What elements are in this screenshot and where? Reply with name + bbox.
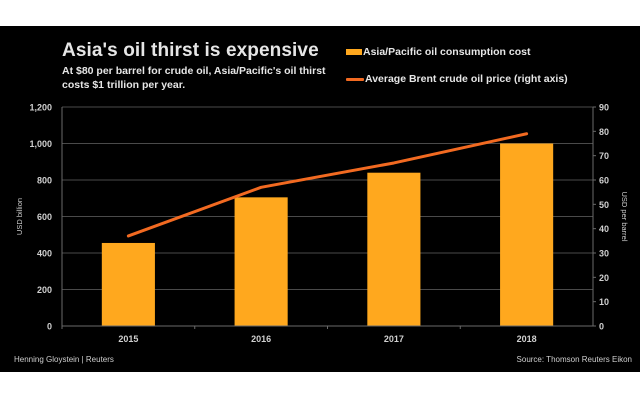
y2-tick-label: 20 (599, 273, 609, 283)
legend-item-consumption-cost: Asia/Pacific oil consumption cost (346, 46, 530, 58)
bar (101, 242, 155, 326)
y2-axis-title: USD per barrel (620, 191, 629, 241)
y2-tick-label: 90 (599, 103, 609, 113)
line-series (126, 132, 529, 238)
y-tick-label: 400 (37, 249, 52, 259)
bar (367, 172, 421, 326)
y-tick-label: 800 (37, 176, 52, 186)
legend-bar-swatch-icon (346, 49, 362, 55)
y-tick-label: 0 (47, 322, 52, 332)
bar-series (101, 143, 554, 326)
x-tick-label: 2017 (384, 334, 404, 344)
brent-price-line (126, 132, 529, 238)
legend-label: Average Brent crude oil price (right axi… (365, 73, 568, 85)
y2-tick-label: 30 (599, 249, 609, 259)
y2-tick-label: 80 (599, 127, 609, 137)
axis-labels: 0 200 400 600 800 1,000 1,200 0 10 20 30 40 50 60 70 80… (15, 103, 629, 345)
chart-title: Asia's oil thirst is expensive (62, 40, 319, 61)
bar (234, 197, 288, 326)
y-tick-label: 1,200 (29, 103, 52, 113)
credit-text: Henning Gloystein | Reuters (14, 355, 114, 364)
legend-line-swatch-icon (346, 77, 364, 81)
y2-tick-label: 40 (599, 224, 609, 234)
y2-tick-label: 70 (599, 151, 609, 161)
source-text: Source: Thomson Reuters Eikon (516, 355, 632, 364)
y-tick-label: 1,000 (29, 139, 52, 149)
bar (500, 143, 554, 326)
legend-label: Asia/Pacific oil consumption cost (363, 46, 531, 58)
legend-item-brent-price: Average Brent crude oil price (right axi… (346, 73, 568, 85)
x-tick-label: 2018 (517, 334, 537, 344)
axes (61, 106, 596, 329)
y-axis-title: USD billion (15, 198, 24, 235)
y2-tick-label: 0 (599, 322, 604, 332)
y2-tick-label: 50 (599, 200, 609, 210)
y2-tick-label: 60 (599, 176, 609, 186)
chart-subtitle: At $80 per barrel for crude oil, Asia/Pa… (62, 65, 326, 91)
y-tick-label: 600 (37, 212, 52, 222)
y2-tick-label: 10 (599, 297, 609, 307)
x-tick-label: 2015 (118, 334, 138, 344)
y-tick-label: 200 (37, 285, 52, 295)
x-tick-label: 2016 (251, 334, 271, 344)
